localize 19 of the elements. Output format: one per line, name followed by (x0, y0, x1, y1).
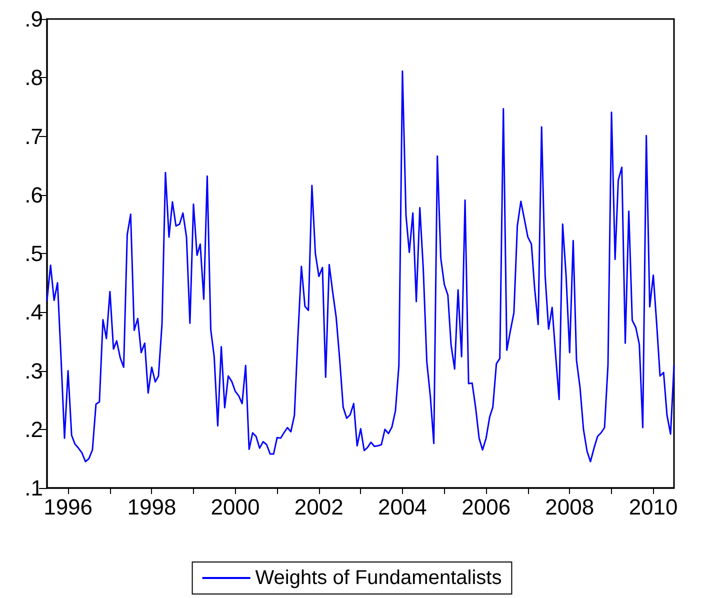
y-tick-label: .7 (24, 124, 43, 149)
x-tick-label: 2010 (628, 494, 678, 520)
y-tick-label: .9 (24, 6, 43, 32)
legend-label: Weights of Fundamentalists (255, 567, 502, 589)
x-tick-label: 2000 (210, 494, 260, 520)
y-tick-label: .6 (24, 182, 43, 208)
x-tick-label: 2002 (294, 494, 344, 520)
y-tick-label: .2 (24, 416, 43, 442)
x-tick-label: 2006 (462, 494, 511, 520)
y-tick-label: .5 (24, 241, 43, 266)
x-tick-label: 1996 (44, 494, 93, 520)
line-series (46, 70, 675, 462)
y-tick-label: .4 (24, 300, 43, 325)
x-tick-label: 1998 (127, 494, 176, 520)
y-tick-label: .8 (24, 65, 43, 90)
x-tick-label: 2008 (545, 494, 594, 520)
y-tick-label: .1 (24, 476, 43, 500)
x-tick-label: 2004 (378, 494, 427, 520)
y-tick-label: .3 (24, 358, 43, 384)
